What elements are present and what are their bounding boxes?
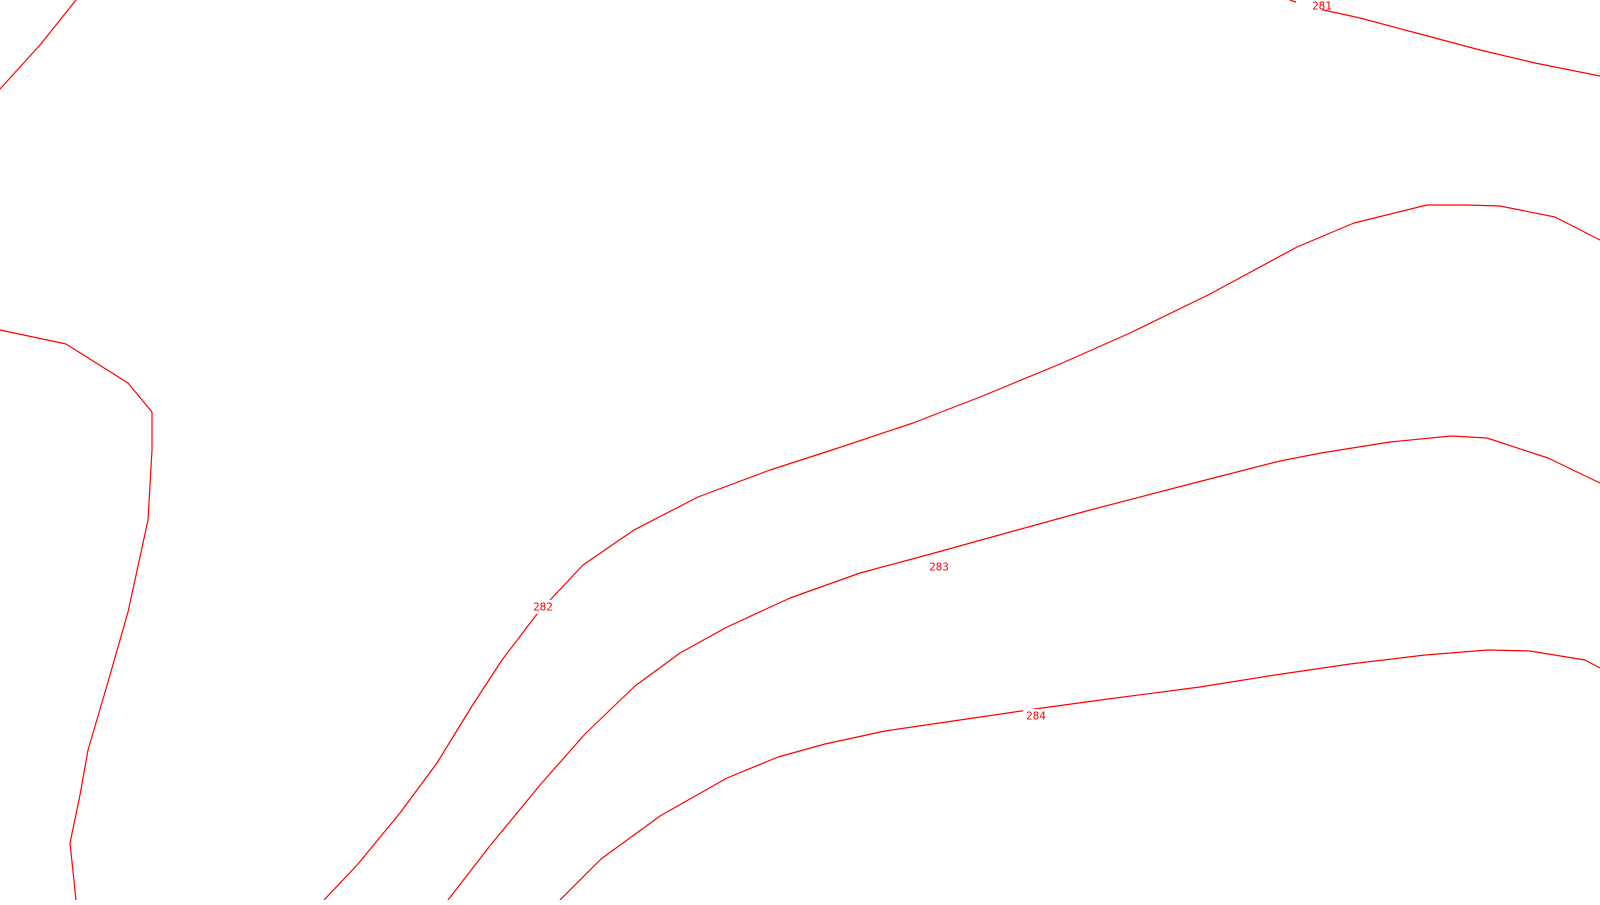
contour-line-west [0,329,153,901]
contour-label-group-281: 281 [1296,0,1332,13]
contour-label-bg-284 [1023,709,1049,723]
contour-label-group-282: 282 [529,600,555,614]
contour-label-283: 283 [929,561,949,574]
contour-label-bg-281 [1296,0,1322,12]
contour-label-group-283: 283 [926,560,952,574]
contour-label-281: 281 [1312,0,1332,13]
contour-line-281 [1289,0,1600,77]
contour-label-bg-282 [529,600,555,614]
contour-line-284 [559,649,1600,901]
contour-line-283 [447,435,1600,901]
contour-line-fragment-top-left [0,0,77,90]
contour-label-282: 282 [533,601,553,614]
contour-label-284: 284 [1026,710,1046,723]
contour-label-bg-283 [926,560,952,574]
contour-line-282 [323,204,1600,901]
contour-label-group-284: 284 [1023,709,1049,723]
